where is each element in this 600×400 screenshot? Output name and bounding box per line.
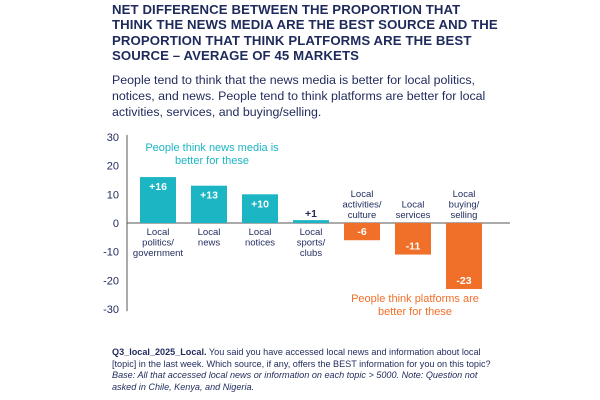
bar xyxy=(140,177,176,223)
data-label: +1 xyxy=(305,208,317,220)
y-tick-label: 20 xyxy=(107,161,119,173)
bar xyxy=(344,223,380,241)
category-label: Local xyxy=(453,189,476,200)
category-label: clubs xyxy=(300,248,322,259)
data-label: +16 xyxy=(149,181,167,193)
category-label: sports/ xyxy=(297,238,326,249)
y-tick-label: -30 xyxy=(103,304,119,316)
category-label: selling xyxy=(451,210,478,221)
annotation-platforms: better for these xyxy=(378,306,452,318)
category-label: notices xyxy=(245,238,275,249)
y-tick-label: -10 xyxy=(103,247,119,259)
bar xyxy=(293,220,329,223)
bar xyxy=(446,223,482,290)
bar xyxy=(242,194,278,223)
category-label: services xyxy=(396,210,431,221)
annotation-media: People think news media is xyxy=(145,142,279,154)
category-label: Local xyxy=(351,189,374,200)
y-tick-label: 30 xyxy=(107,132,119,144)
y-tick-label: 10 xyxy=(107,189,119,201)
bar-chart: 3020100-10-20-30+16Localpolitics/governm… xyxy=(103,132,510,318)
chart-title: Net difference between the proportion th… xyxy=(112,2,498,64)
category-label: Local xyxy=(198,227,221,238)
category-label: news xyxy=(198,238,220,249)
bar xyxy=(395,223,431,255)
annotation-media: better for these xyxy=(175,155,249,167)
category-label: culture xyxy=(348,210,377,221)
category-label: Local xyxy=(300,227,323,238)
data-label: -11 xyxy=(406,241,421,253)
data-label: +10 xyxy=(251,198,269,210)
category-label: Local xyxy=(249,227,272,238)
annotation-platforms: People think platforms are xyxy=(351,293,479,305)
category-label: buying/ xyxy=(449,200,480,211)
data-label: +13 xyxy=(200,190,218,202)
y-tick-label: -20 xyxy=(103,275,119,287)
bar xyxy=(191,185,227,223)
data-label: -23 xyxy=(456,275,471,287)
category-label: Local xyxy=(402,200,425,211)
footnote: Q3_local_2025_Local. You said you have a… xyxy=(112,347,497,393)
footnote-question-text: You said you have accessed local news an… xyxy=(112,347,491,369)
category-label: government xyxy=(133,248,184,259)
data-label: -6 xyxy=(357,226,366,238)
category-label: Local xyxy=(147,227,170,238)
footnote-question-id: Q3_local_2025_Local. xyxy=(112,347,207,357)
chart-subtitle: People tend to think that the news media… xyxy=(112,73,486,119)
category-label: politics/ xyxy=(142,238,174,249)
category-label: activities/ xyxy=(342,200,381,211)
footnote-base: Base: All that accessed local news or in… xyxy=(112,370,478,392)
y-tick-label: 0 xyxy=(113,218,119,230)
